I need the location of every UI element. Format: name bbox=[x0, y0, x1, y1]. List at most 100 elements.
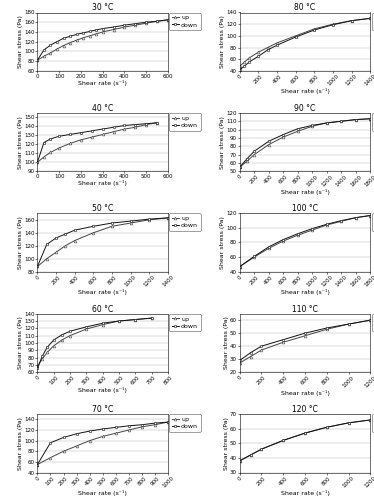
up bbox=[54, 249, 58, 255]
up bbox=[325, 424, 329, 430]
up bbox=[133, 22, 138, 28]
up bbox=[122, 24, 127, 30]
up bbox=[61, 448, 66, 454]
down bbox=[303, 430, 307, 436]
Y-axis label: Shear stress (Pa): Shear stress (Pa) bbox=[18, 16, 23, 68]
up bbox=[84, 326, 89, 332]
down bbox=[245, 156, 249, 162]
down bbox=[144, 19, 148, 25]
down bbox=[101, 26, 105, 32]
down bbox=[312, 27, 316, 33]
up bbox=[237, 164, 242, 170]
up bbox=[303, 430, 307, 436]
Line: down: down bbox=[36, 18, 169, 62]
Line: down: down bbox=[36, 316, 153, 370]
X-axis label: Shear rate (s⁻¹): Shear rate (s⁻¹) bbox=[280, 189, 329, 195]
down bbox=[339, 218, 343, 224]
down bbox=[79, 130, 83, 136]
Y-axis label: Shear stress (Pa): Shear stress (Pa) bbox=[224, 417, 229, 470]
Line: up: up bbox=[36, 216, 169, 268]
up bbox=[368, 417, 373, 423]
down bbox=[281, 236, 285, 242]
Y-axis label: Shear stress (Pa): Shear stress (Pa) bbox=[18, 316, 23, 370]
down bbox=[353, 214, 358, 220]
up bbox=[73, 238, 77, 244]
up bbox=[325, 222, 329, 228]
down bbox=[88, 28, 92, 34]
down bbox=[166, 17, 170, 23]
down bbox=[303, 330, 307, 336]
up bbox=[144, 20, 148, 26]
up bbox=[275, 40, 279, 46]
Legend: up, down: up, down bbox=[371, 214, 374, 231]
up bbox=[281, 134, 285, 140]
up bbox=[166, 215, 170, 221]
down bbox=[247, 59, 251, 65]
down bbox=[259, 343, 264, 349]
up bbox=[74, 37, 79, 43]
down bbox=[73, 227, 77, 233]
up bbox=[45, 256, 49, 262]
down bbox=[325, 424, 329, 430]
down bbox=[117, 318, 121, 324]
up bbox=[101, 434, 105, 440]
Line: up: up bbox=[238, 118, 372, 168]
Line: up: up bbox=[238, 418, 372, 462]
down bbox=[349, 18, 354, 24]
up bbox=[166, 17, 170, 23]
up bbox=[126, 427, 131, 433]
up bbox=[140, 424, 144, 430]
down bbox=[45, 242, 49, 248]
down bbox=[113, 424, 118, 430]
up bbox=[237, 63, 242, 69]
up bbox=[237, 458, 242, 464]
up bbox=[110, 224, 114, 230]
down bbox=[295, 230, 300, 236]
up bbox=[242, 59, 246, 65]
down bbox=[155, 120, 159, 126]
up bbox=[310, 123, 315, 129]
Line: up: up bbox=[238, 17, 372, 68]
up bbox=[122, 126, 127, 132]
down bbox=[149, 315, 154, 321]
Y-axis label: Shear stress (Pa): Shear stress (Pa) bbox=[18, 116, 23, 168]
down bbox=[57, 134, 61, 140]
up bbox=[128, 220, 133, 226]
down bbox=[111, 124, 116, 130]
up bbox=[40, 356, 45, 362]
Line: up: up bbox=[36, 316, 153, 368]
up bbox=[346, 321, 351, 327]
X-axis label: Shear rate (s⁻¹): Shear rate (s⁻¹) bbox=[78, 387, 127, 393]
Y-axis label: Shear stress (Pa): Shear stress (Pa) bbox=[18, 216, 23, 269]
down bbox=[242, 63, 246, 69]
down bbox=[252, 148, 257, 154]
down bbox=[84, 324, 89, 330]
up bbox=[368, 116, 373, 121]
X-axis label: Shear rate (s⁻¹): Shear rate (s⁻¹) bbox=[280, 390, 329, 396]
down bbox=[133, 20, 138, 26]
down bbox=[144, 120, 148, 126]
down bbox=[166, 215, 170, 221]
Title: 30 °C: 30 °C bbox=[92, 4, 113, 13]
Line: up: up bbox=[238, 319, 372, 364]
down bbox=[54, 235, 58, 241]
down bbox=[237, 66, 242, 72]
up bbox=[133, 316, 138, 322]
down bbox=[281, 336, 285, 342]
up bbox=[63, 242, 68, 248]
down bbox=[94, 27, 98, 33]
Title: 100 °C: 100 °C bbox=[292, 204, 318, 213]
down bbox=[281, 438, 285, 444]
down bbox=[55, 38, 59, 44]
down bbox=[35, 264, 40, 270]
down bbox=[267, 244, 271, 250]
Legend: up, down: up, down bbox=[169, 214, 200, 231]
up bbox=[35, 57, 40, 63]
up bbox=[281, 238, 285, 244]
Line: down: down bbox=[36, 122, 159, 164]
Line: down: down bbox=[36, 216, 169, 268]
up bbox=[166, 419, 170, 425]
up bbox=[149, 315, 154, 321]
down bbox=[42, 47, 46, 53]
up bbox=[52, 343, 56, 349]
